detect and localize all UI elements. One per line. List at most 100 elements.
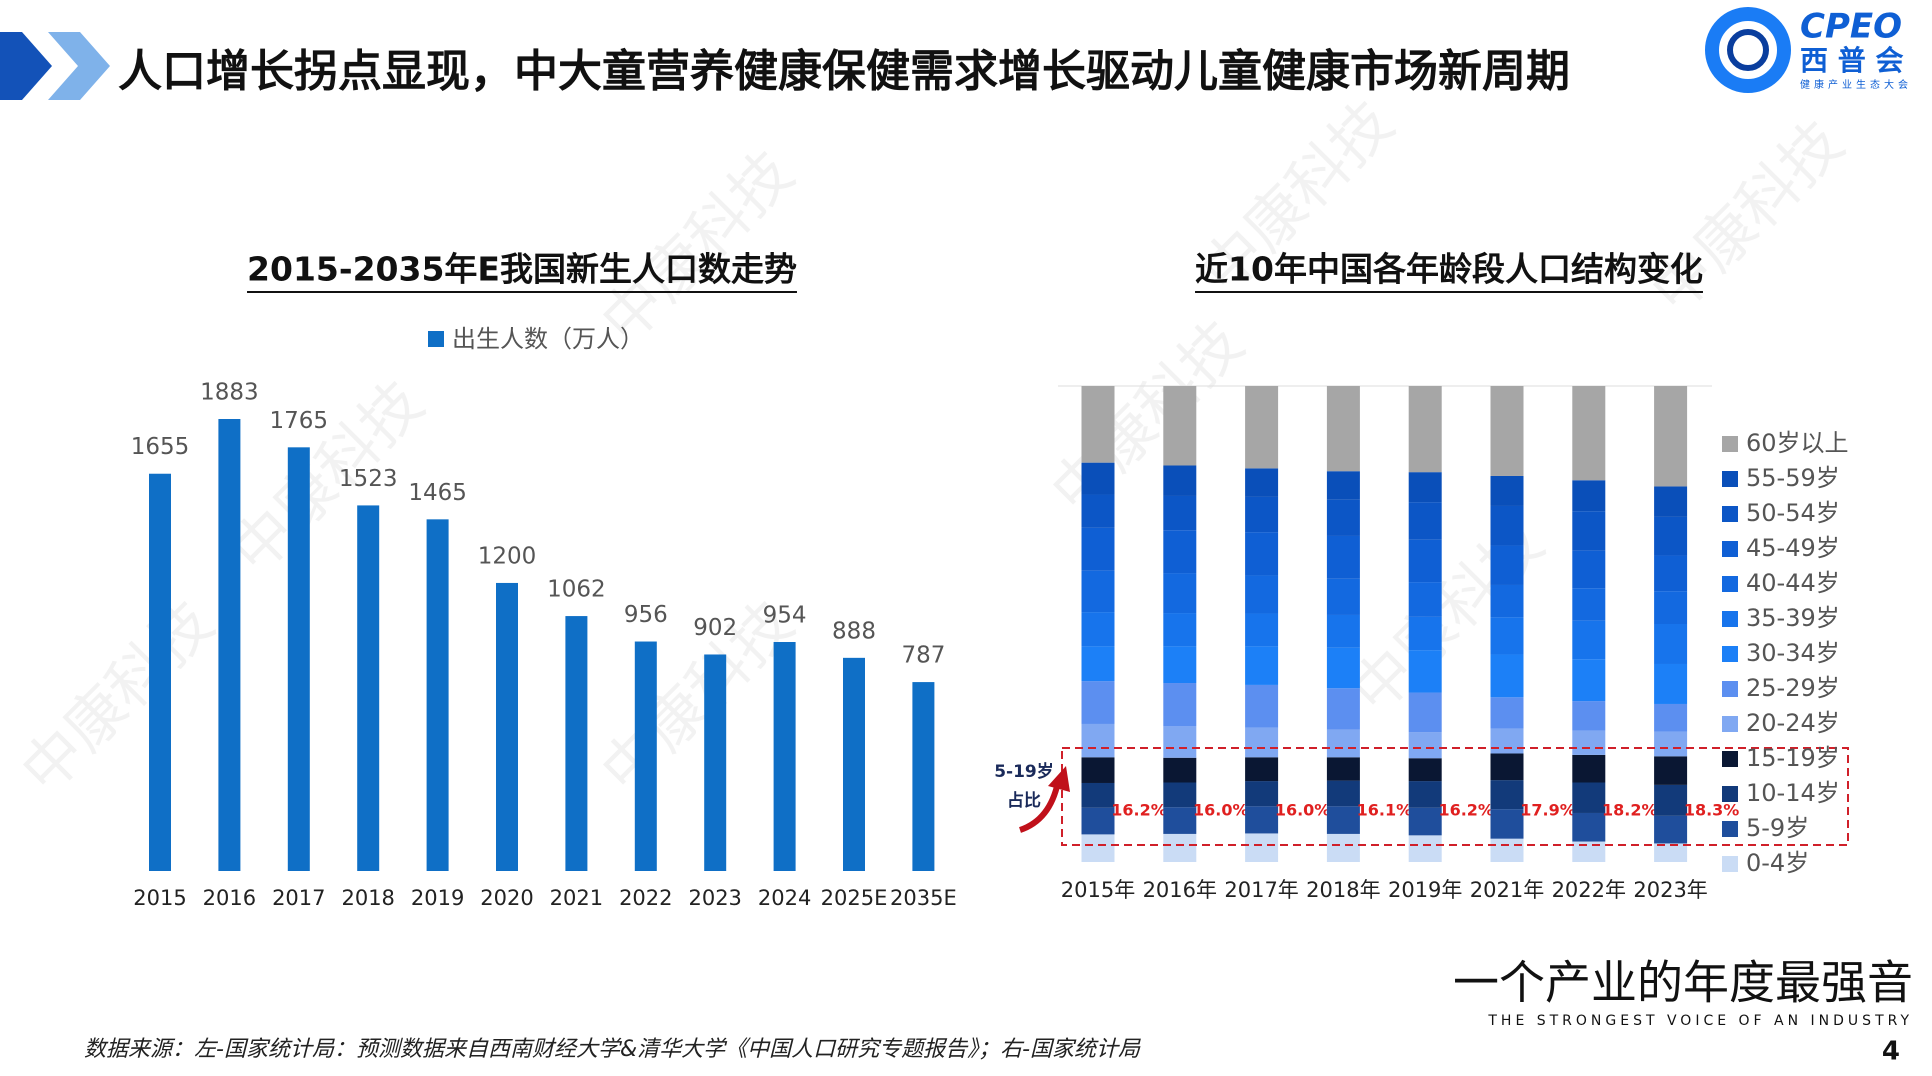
bar-segment [1572,812,1606,842]
value-label: 954 [763,602,807,628]
bar-segment [1326,806,1360,834]
x-tick-label: 2015年 [1061,878,1135,902]
legend-label: 45-49岁 [1746,534,1840,562]
x-tick-label: 2021 [550,886,603,910]
bar-segment [1081,612,1115,647]
chart-title: 近10年中国各年龄段人口结构变化 [1195,250,1703,289]
share-label: 16.0% [1193,801,1249,820]
bar-segment [1163,530,1197,574]
bar-segment [1572,620,1606,660]
bar-segment [1163,726,1197,758]
bar-segment [1081,386,1115,463]
bar-segment [1654,591,1688,624]
bar-segment [1081,462,1115,495]
bar-segment [1408,758,1442,782]
share-label: 16.2% [1438,801,1494,820]
watermark: 中康科技 [1338,508,1557,727]
bar-segment [1490,753,1524,781]
x-tick-label: 2025E [821,886,888,910]
legend-swatch [1722,506,1738,522]
value-label: 1062 [547,577,606,603]
bar-segment [1572,511,1606,551]
bar-segment [1245,532,1279,576]
x-tick-label: 2017年 [1224,878,1298,902]
bar-segment [1572,386,1606,481]
bar-segment [1326,757,1360,781]
bar-segment [1163,386,1197,466]
bar [496,582,518,871]
bar-segment [1163,495,1197,531]
bar-segment [1408,502,1442,540]
bar-segment [1326,614,1360,648]
bar-segment [1163,613,1197,647]
logo-core [1727,29,1769,71]
logo-brand: CPEO [1800,7,1902,47]
share-label: 18.2% [1602,801,1658,820]
bar-segment [1490,728,1524,754]
arrow-head [1048,766,1070,792]
bar-segment [1408,692,1442,733]
bar-segment [1163,683,1197,727]
value-label: 1765 [270,408,329,434]
bar-segment [1654,731,1688,757]
x-tick-label: 2023年 [1633,878,1707,902]
bar-segment [1490,505,1524,546]
bar-segment [1081,807,1115,835]
bar-segment [1163,757,1197,783]
legend-swatch [1722,471,1738,487]
bar-segment [1654,843,1688,862]
bar-segment [1163,646,1197,684]
bar-segment [1245,496,1279,533]
x-tick-label: 2017 [272,886,325,910]
bar-segment [1654,386,1688,487]
chevron [0,32,52,100]
bar-segment [1654,555,1688,592]
logo-name: 西 普 会 [1800,44,1904,77]
x-tick-label: 2019年 [1388,878,1462,902]
bar-segment [1326,535,1360,579]
bar-segment [1326,780,1360,807]
legend-swatch [1722,856,1738,872]
legend-label: 20-24岁 [1746,709,1840,737]
legend-label: 55-59岁 [1746,464,1840,492]
x-tick-label: 2015 [133,886,186,910]
x-tick-label: 2021年 [1470,878,1544,902]
x-tick-label: 2023 [688,886,741,910]
legend-swatch [1722,681,1738,697]
bar-segment [1245,727,1279,758]
x-tick-label: 2022年 [1552,878,1626,902]
legend-label: 30-34岁 [1746,639,1840,667]
bar-segment [1081,834,1115,862]
slogan: 一个产业的年度最强音 [1453,956,1913,1010]
bar-segment [1245,386,1279,469]
legend-swatch [1722,611,1738,627]
bar [287,447,310,871]
bar-segment [1490,475,1524,506]
bar-segment [1654,486,1688,517]
bar-segment [1572,659,1606,702]
bar-segment [1326,729,1360,758]
bar-segment [1081,757,1115,783]
bar-segment [1490,697,1524,729]
x-tick-label: 2019 [411,886,464,910]
bar-segment [1326,578,1360,615]
bar-segment [1572,754,1606,783]
bar [565,616,588,871]
watermark: 中康科技 [1638,108,1857,327]
bar-segment [1245,833,1279,862]
legend-label: 60岁以上 [1746,429,1849,457]
x-tick-label: 2018年 [1306,878,1380,902]
page-number: 4 [1882,1037,1900,1067]
bar-segment [1163,465,1197,496]
value-label: 1465 [408,480,467,506]
share-label: 16.0% [1275,801,1331,820]
share-label: 18.3% [1684,801,1740,820]
value-label: 1655 [131,434,190,460]
x-tick-label: 2016 [203,886,256,910]
bar-segment [1081,570,1115,613]
share-label: 16.1% [1357,801,1413,820]
legend-swatch [1722,751,1738,767]
bar-segment [1326,688,1360,730]
bar-segment [1654,624,1688,664]
